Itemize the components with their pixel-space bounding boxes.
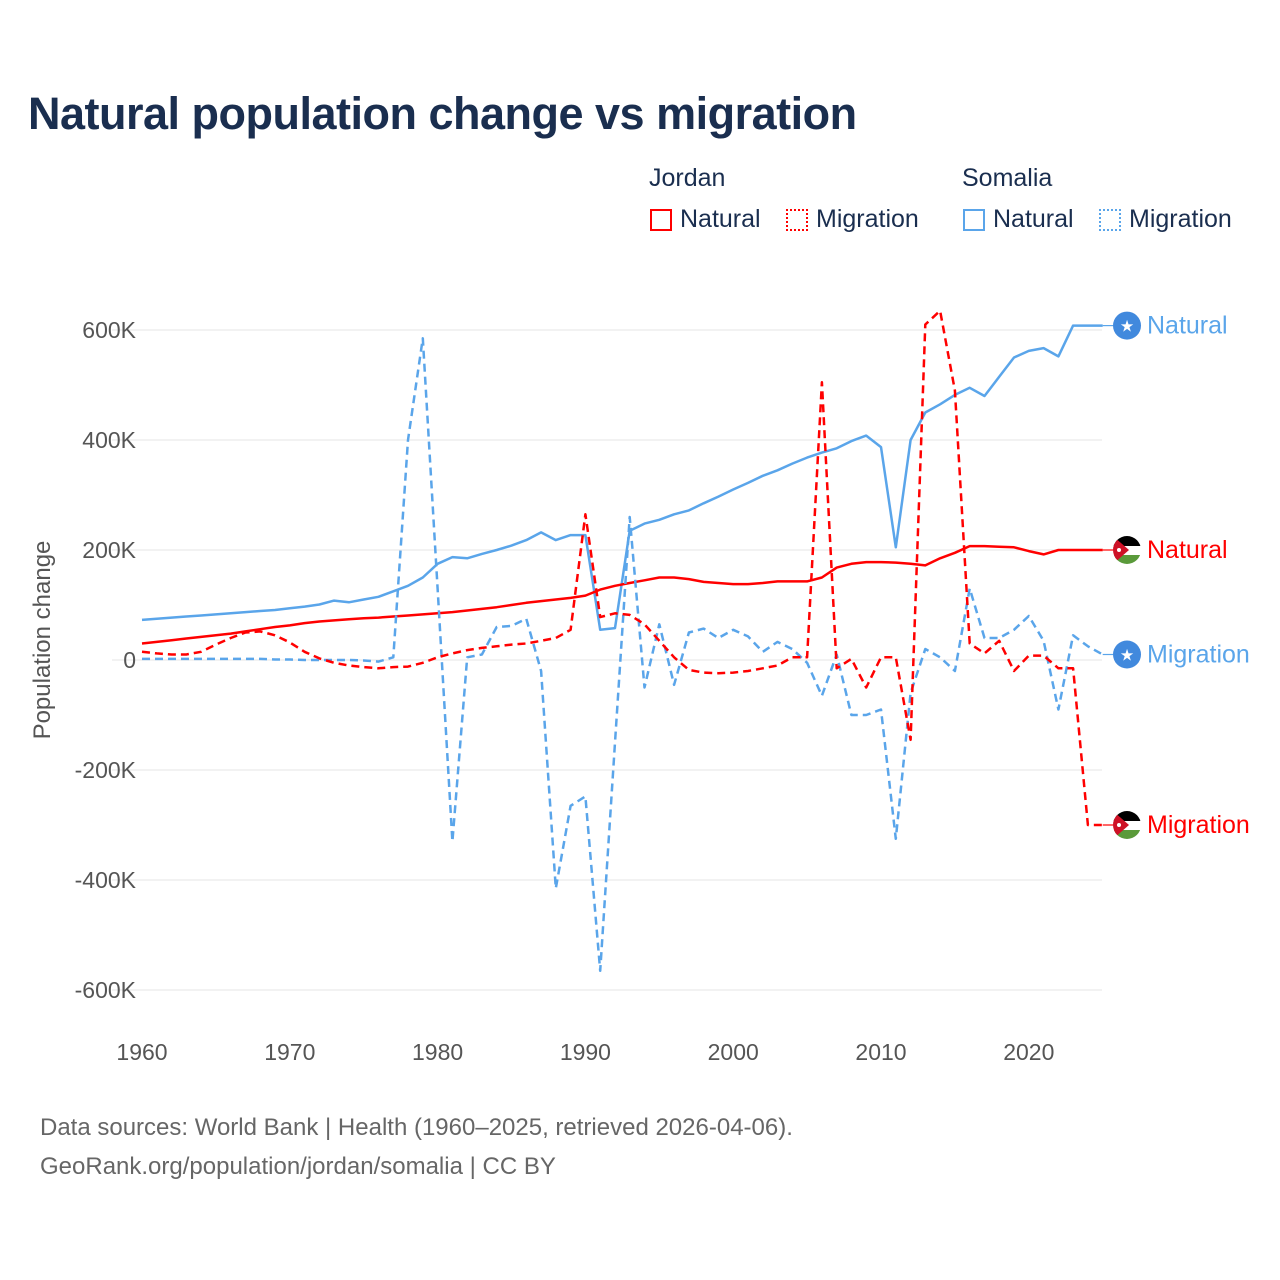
y-axis-label: Population change [29, 541, 56, 740]
y-tick-label: 600K [82, 317, 136, 343]
end-label: Natural [1147, 536, 1228, 564]
legend-label: Natural [993, 205, 1074, 233]
legend-somalia-natural[interactable]: Natural [963, 205, 1074, 234]
star-icon: ★ [1120, 319, 1134, 336]
series-line-jordan-migration [141, 309, 1103, 827]
flag-stripes [1113, 536, 1141, 564]
y-tick-label: -600K [75, 977, 137, 1003]
jordan-flag-icon [1113, 811, 1141, 839]
legend-label: Migration [1129, 205, 1232, 233]
x-tick-label: 2010 [855, 1039, 906, 1065]
flag-circle [1113, 311, 1141, 340]
legend-label: Migration [816, 205, 919, 233]
legend-jordan-migration[interactable]: Migration [786, 205, 919, 234]
stripe-black [1113, 811, 1141, 821]
source-line-2[interactable]: GeoRank.org/population/jordan/somalia | … [40, 1153, 556, 1180]
legend-header-somalia: Somalia [962, 164, 1053, 192]
stripe-green [1113, 555, 1141, 564]
x-tick-label: 1970 [264, 1039, 315, 1065]
flag-circle [1113, 640, 1141, 669]
legend-swatch-solid-blue [963, 208, 985, 231]
series-line-somalia-migration [142, 337, 1104, 973]
somalia-flag-icon: ★ [1113, 640, 1141, 669]
legend-somalia-migration[interactable]: Migration [1099, 205, 1232, 234]
series-line-jordan-natural [141, 544, 1103, 645]
somalia-flag-icon: ★ [1113, 311, 1141, 340]
legend-header-jordan: Jordan [649, 164, 726, 192]
jordan-flag-icon [1113, 536, 1141, 564]
legend-swatch-dotted-red [786, 208, 808, 231]
star-icon: ★ [1120, 648, 1134, 665]
x-tick-label: 1960 [116, 1039, 167, 1065]
stripe-green [1113, 830, 1141, 839]
series-line-somalia-natural [141, 324, 1103, 632]
x-tick-label: 1980 [412, 1039, 463, 1065]
y-tick-label: -400K [75, 867, 137, 893]
flag-stripes [1113, 811, 1141, 839]
x-tick-label: 2000 [708, 1039, 759, 1065]
end-label: Migration [1147, 811, 1250, 839]
end-label: Migration [1147, 641, 1250, 669]
legend-swatch-dotted-blue [1099, 208, 1121, 231]
y-tick-label: -200K [75, 757, 137, 783]
legend-label: Natural [680, 205, 761, 233]
y-tick-label: 0 [123, 647, 136, 673]
x-tick-label: 1990 [560, 1039, 611, 1065]
y-tick-label: 200K [82, 537, 136, 563]
y-tick-label: 400K [82, 427, 136, 453]
legend-swatch-solid-red [650, 208, 672, 231]
source-note: Data sources: World Bank | Health (1960–… [40, 1108, 793, 1186]
end-label: Natural [1147, 312, 1228, 340]
legend-jordan-natural[interactable]: Natural [650, 205, 761, 234]
stripe-black [1113, 536, 1141, 546]
chart-title: Natural population change vs migration [28, 88, 857, 139]
flag-star [1117, 548, 1121, 552]
flag-star [1117, 823, 1121, 827]
source-line-1: Data sources: World Bank | Health (1960–… [40, 1114, 793, 1141]
x-tick-label: 2020 [1003, 1039, 1054, 1065]
